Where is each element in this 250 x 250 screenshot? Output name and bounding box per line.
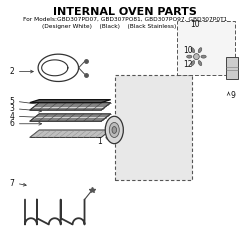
- Ellipse shape: [187, 55, 192, 58]
- Polygon shape: [30, 114, 111, 121]
- Ellipse shape: [191, 60, 195, 66]
- Polygon shape: [30, 130, 111, 138]
- Text: 1: 1: [98, 137, 102, 146]
- Ellipse shape: [198, 60, 202, 66]
- Text: 3: 3: [10, 104, 14, 113]
- Text: 5: 5: [10, 97, 14, 106]
- Text: For Models:GBD307PD07, GBD307PO81, GBD307PO97, GBD307P0T1: For Models:GBD307PD07, GBD307PO81, GBD30…: [23, 17, 227, 22]
- Text: 12: 12: [183, 60, 193, 68]
- Circle shape: [194, 54, 199, 60]
- Text: 7: 7: [10, 179, 14, 188]
- Bar: [116, 75, 192, 180]
- Ellipse shape: [198, 48, 202, 53]
- Polygon shape: [30, 100, 111, 102]
- Text: INTERNAL OVEN PARTS: INTERNAL OVEN PARTS: [53, 7, 197, 17]
- Ellipse shape: [201, 55, 206, 58]
- Text: 10: 10: [190, 20, 200, 29]
- Polygon shape: [30, 102, 111, 110]
- Text: (Designer White)    (Black)    (Black Stainless)    (Biscuit): (Designer White) (Black) (Black Stainles…: [42, 24, 208, 29]
- Ellipse shape: [105, 116, 123, 144]
- Ellipse shape: [109, 122, 119, 138]
- Ellipse shape: [112, 126, 116, 134]
- Bar: [226, 57, 238, 79]
- Text: 9: 9: [231, 91, 236, 100]
- Ellipse shape: [191, 48, 195, 53]
- Text: 2: 2: [10, 67, 14, 76]
- Bar: [178, 20, 234, 75]
- Text: 4: 4: [10, 112, 14, 121]
- Text: 6: 6: [10, 119, 14, 128]
- Text: 10: 10: [183, 46, 193, 55]
